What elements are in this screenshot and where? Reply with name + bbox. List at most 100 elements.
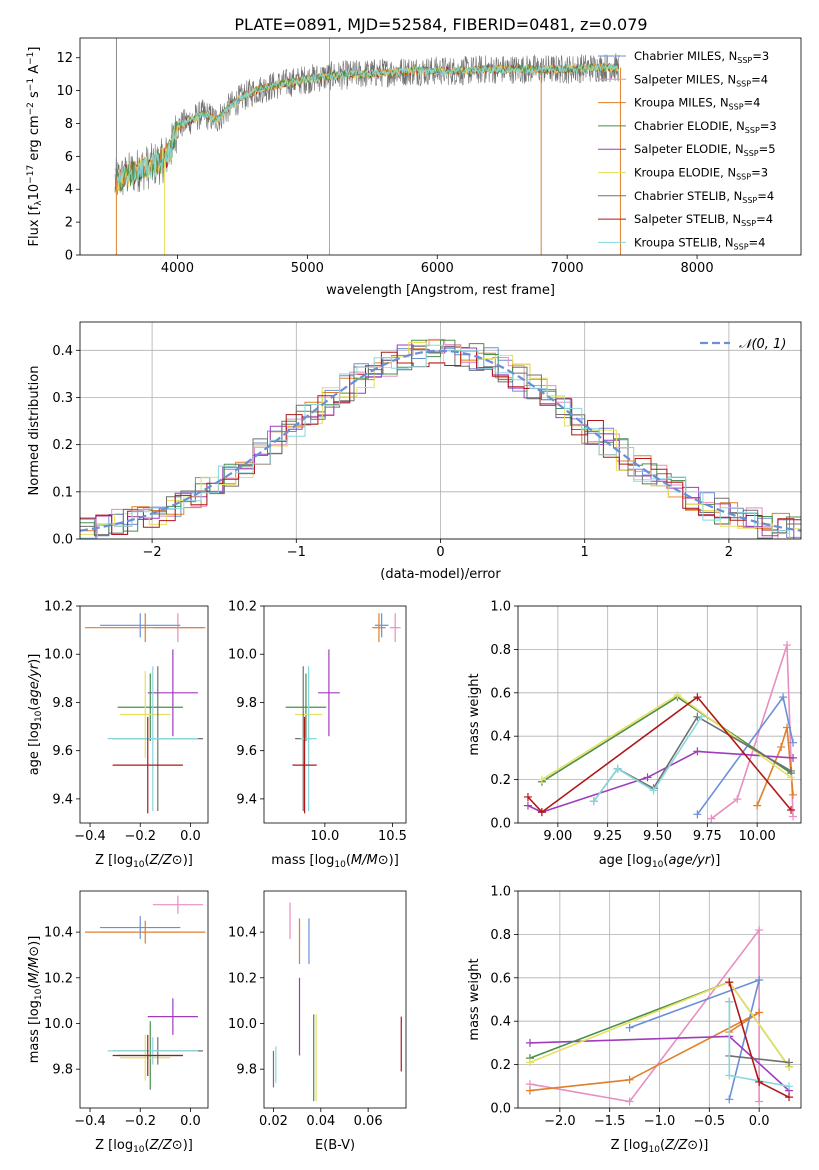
y-axis-label: age [log10(age/yr)] (27, 654, 44, 776)
y-tick-label: 0.2 (490, 1058, 511, 1073)
axes-frame (517, 890, 802, 1109)
y-tick-label: 0.8 (490, 643, 511, 658)
x-tick-label: −0.5 (694, 1114, 726, 1129)
data-point (537, 808, 546, 817)
x-tick-label: −0.4 (74, 1114, 106, 1129)
data-point (649, 786, 658, 795)
y-tick-label: 10.0 (228, 648, 257, 663)
x-axis-label: Z [log10(Z/Z⊙)] (611, 1138, 709, 1155)
x-axis-label: Z [log10(Z/Z⊙)] (95, 853, 193, 870)
legend-entry: Chabrier ELODIE, NSSP=3 (634, 119, 777, 135)
axes-frame (517, 605, 802, 824)
y-tick-label: 10.2 (228, 600, 257, 615)
x-tick-label: 4000 (161, 261, 194, 276)
x-tick-label: 2 (725, 545, 733, 560)
x-tick-label: −1.0 (644, 1114, 676, 1129)
x-axis-label: age [log10(age/yr)] (599, 853, 721, 870)
y-tick-label: 10.4 (228, 926, 257, 941)
x-tick-label: 1 (581, 545, 589, 560)
axes-frame (79, 37, 802, 256)
data-point (755, 1097, 764, 1106)
spectrum-model-line (114, 61, 619, 192)
x-tick-label: 0.0 (749, 1114, 770, 1129)
y-tick-label: 10.2 (44, 971, 73, 986)
x-tick-label: 8000 (681, 261, 714, 276)
data-point (525, 1086, 534, 1095)
y-tick-label: 9.8 (236, 1063, 257, 1078)
y-tick-label: 1.0 (490, 600, 511, 615)
series-line (527, 696, 792, 814)
data-point (789, 753, 798, 762)
y-tick-label: 0.0 (490, 817, 511, 832)
data-point (755, 975, 764, 984)
spectrum-data-line (114, 53, 620, 196)
y-tick-label: 2 (65, 216, 73, 231)
data-point (785, 1058, 794, 1067)
data-point (789, 738, 798, 747)
x-tick-label: −2 (143, 545, 162, 560)
y-tick-label: 0.4 (490, 1015, 511, 1030)
data-point (789, 812, 798, 821)
y-tick-label: 0.2 (52, 438, 73, 453)
y-tick-label: 9.6 (236, 744, 257, 759)
axes-frame (263, 890, 407, 1109)
y-tick-label: 9.8 (236, 696, 257, 711)
data-point (755, 1077, 764, 1086)
x-axis-label: mass [log10(M/M⊙)] (271, 853, 399, 870)
y-tick-label: 10.0 (44, 648, 73, 663)
x-axis-label: wavelength [Angstrom, rest frame] (326, 283, 555, 298)
x-axis-label: Z [log10(Z/Z⊙)] (95, 1138, 193, 1155)
data-point (625, 1075, 634, 1084)
x-tick-label: 10.5 (378, 829, 407, 844)
y-tick-label: 9.4 (236, 792, 257, 807)
y-tick-label: 0.3 (52, 391, 73, 406)
y-axis-label: Normed distribution (27, 366, 42, 496)
weight-vs-Z-panel: −2.0 −1.5 −1.0 −0.5 0.0 0.0 0.2 0.4 0.6 0.8 1.0 Z [… (467, 885, 802, 1155)
data-point (785, 1093, 794, 1102)
data-point (613, 764, 622, 773)
y-tick-label: 10.2 (44, 600, 73, 615)
legend-entry: Salpeter MILES, NSSP=4 (634, 72, 768, 88)
age-vs-mass-panel: 10.0 10.5 9.4 9.6 9.8 10.0 10.2 mass [log10(M/M… (228, 600, 407, 871)
y-axis-label: mass weight (467, 958, 482, 1040)
data-point (753, 801, 762, 810)
histogram-step-line (80, 344, 801, 540)
axes-frame (79, 890, 209, 1109)
y-tick-label: 1.0 (490, 885, 511, 900)
x-tick-label: 6000 (421, 261, 454, 276)
x-tick-label: −0.2 (124, 829, 156, 844)
data-point (733, 795, 742, 804)
data-point (725, 997, 734, 1006)
legend-entry: Chabrier STELIB, NSSP=4 (634, 189, 774, 205)
data-point (625, 1023, 634, 1032)
series-line (756, 727, 794, 806)
axes-frame (79, 605, 209, 824)
data-point (589, 797, 598, 806)
y-tick-label: 10 (56, 84, 73, 99)
x-tick-label: −1 (287, 545, 306, 560)
x-tick-label: 0.04 (306, 1114, 335, 1129)
x-tick-label: 9.50 (643, 829, 672, 844)
histogram-step-line (80, 350, 801, 535)
data-point (625, 1097, 634, 1106)
data-point (523, 801, 532, 810)
y-tick-label: 8 (65, 117, 73, 132)
y-tick-label: 4 (65, 183, 73, 198)
age-vs-Z-panel: −0.4 −0.2 0.0 9.4 9.6 9.8 10.0 10.2 Z [log10(Z/Z… (27, 600, 209, 870)
y-tick-label: 9.4 (52, 792, 73, 807)
mass-vs-ebv-panel: 0.02 0.04 0.06 9.8 10.0 10.2 10.4 E(B-V) (228, 890, 407, 1153)
series-line (593, 716, 703, 802)
legend-entry: Kroupa STELIB, NSSP=4 (634, 235, 765, 251)
data-point (725, 978, 734, 987)
data-point (693, 747, 702, 756)
y-tick-label: 0.6 (490, 686, 511, 701)
weight-vs-age-panel: 9.00 9.25 9.50 9.75 10.00 0.0 0.2 0.4 0.6 0.8 1.0 a… (467, 600, 802, 870)
data-point (755, 1008, 764, 1017)
mass-vs-Z-panel: −0.4 −0.2 0.0 9.8 10.0 10.2 10.4 Z [log10(Z/Z⊙)… (27, 890, 209, 1155)
data-point (525, 1058, 534, 1067)
y-tick-label: 0 (65, 249, 73, 264)
data-point (693, 810, 702, 819)
y-tick-label: 10.0 (228, 1017, 257, 1032)
series-line (529, 1011, 760, 1092)
